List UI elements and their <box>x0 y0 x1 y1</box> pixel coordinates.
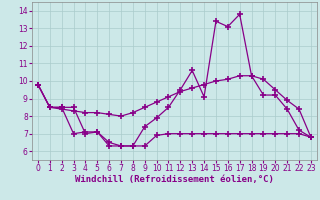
X-axis label: Windchill (Refroidissement éolien,°C): Windchill (Refroidissement éolien,°C) <box>75 175 274 184</box>
